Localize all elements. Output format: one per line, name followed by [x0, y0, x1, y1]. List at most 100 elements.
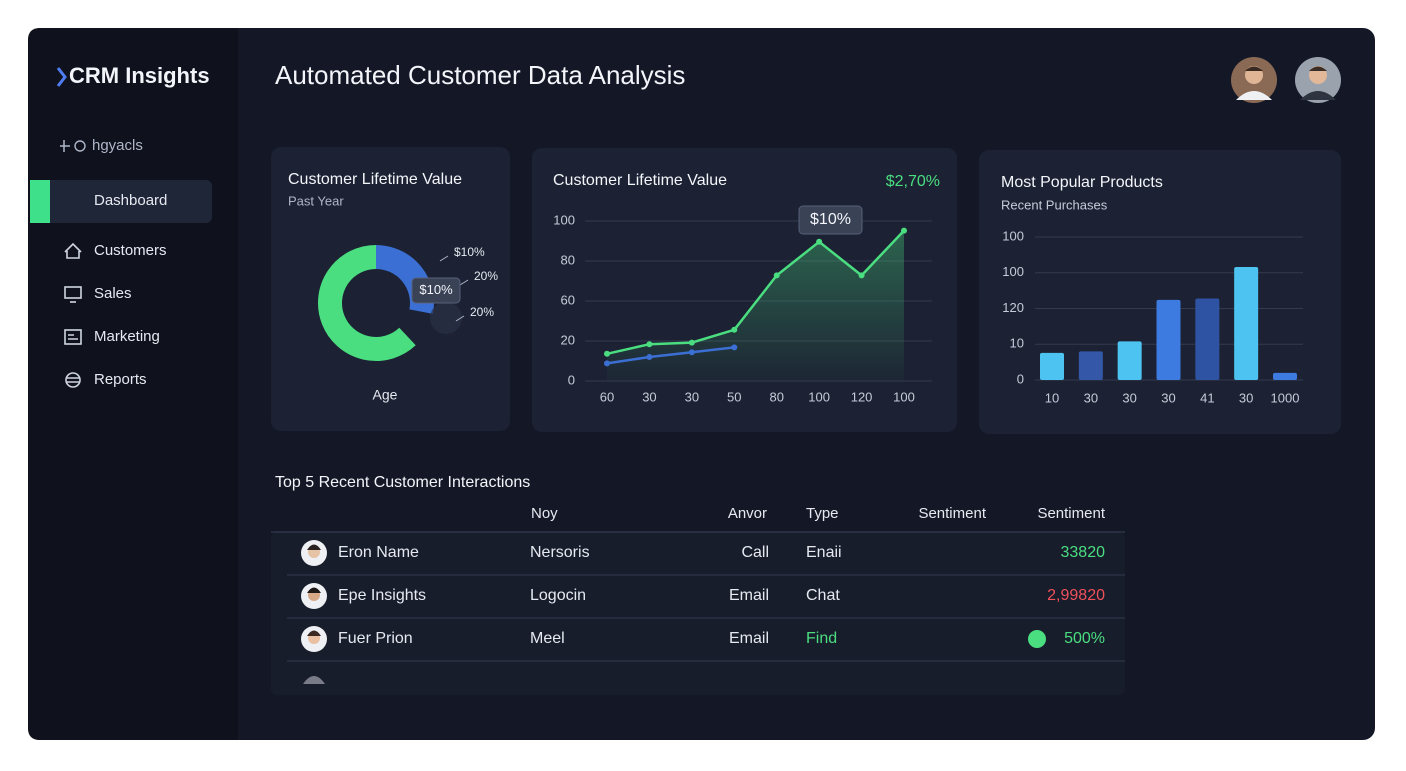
line [606, 229, 905, 356]
table-title: Top 5 Recent Customer Interactions [275, 474, 530, 491]
table-cell: Find [806, 630, 837, 647]
y-tick-label: 60 [561, 292, 575, 307]
y-tick-label: 0 [568, 372, 575, 387]
x-tick-label: 1000 [1271, 390, 1300, 405]
point [688, 339, 695, 346]
brand: CRM Insights [69, 63, 210, 88]
line [606, 346, 735, 365]
row-avatar-hair [307, 630, 321, 636]
table-header: Type [806, 505, 839, 522]
x-tick-label: 30 [1084, 390, 1098, 405]
bar [1040, 352, 1064, 380]
x-tick-label: 30 [1161, 390, 1175, 405]
y-tick-label: 100 [1002, 264, 1024, 279]
x-tick-label: 30 [1122, 390, 1136, 405]
annotation-leader [459, 279, 469, 286]
table-cell: Chat [806, 587, 840, 604]
table-cell: Logocin [530, 587, 586, 604]
x-tick-label: 30 [1239, 390, 1253, 405]
x-tick-label: 60 [600, 389, 614, 404]
tooltip-box [798, 205, 863, 235]
y-tick-label: 100 [553, 212, 575, 227]
page-title: Automated Customer Data Analysis [275, 60, 685, 90]
bar [1273, 372, 1297, 380]
nav-active-bar [30, 180, 50, 223]
cut-off-row [303, 676, 325, 684]
table-cell: 2,99820 [1047, 587, 1105, 604]
point [731, 326, 738, 333]
highlight-value: $2,70% [886, 173, 940, 190]
table-cell: Email [729, 587, 769, 604]
point [604, 360, 610, 367]
x-tick-label: 100 [808, 389, 830, 404]
nav-item: Marketing [94, 328, 160, 345]
row-avatar-hair [307, 544, 321, 550]
point [646, 341, 653, 348]
sentiment-dot [1028, 630, 1046, 648]
table-header: Anvor [728, 505, 767, 522]
x-tick-label: 10 [1045, 390, 1059, 405]
workspace-icon [74, 140, 86, 152]
card-subtitle: Past Year [288, 193, 344, 208]
donut-segment [318, 245, 416, 361]
x-tick-label: 80 [769, 389, 783, 404]
donut-glow [430, 302, 462, 334]
bar [1156, 299, 1181, 380]
bar [1117, 341, 1142, 380]
donut-label: Age [373, 387, 398, 403]
nav-item: Customers [94, 242, 167, 259]
brand-icon [56, 67, 67, 87]
donut-annotation: 20% [474, 269, 498, 283]
point [688, 349, 695, 356]
table-cell: Nersoris [530, 544, 590, 561]
bar [1234, 267, 1259, 380]
point [901, 227, 907, 234]
card-title: Most Popular Products [1001, 174, 1163, 191]
y-tick-label: 80 [561, 252, 575, 267]
workspace: hgyacls [92, 137, 143, 154]
table-cell: Email [729, 630, 769, 647]
y-tick-label: 100 [1002, 228, 1024, 243]
y-tick-label: 120 [1002, 300, 1024, 315]
annotation-leader [455, 315, 465, 322]
x-tick-label: 120 [851, 389, 873, 404]
table-header: Noy [531, 505, 558, 522]
x-tick-label: 41 [1200, 390, 1214, 405]
table-cell: Enaii [806, 544, 842, 561]
x-tick-label: 30 [685, 389, 699, 404]
row-avatar-hair [307, 587, 321, 593]
nav-item: Reports [94, 371, 147, 388]
card-subtitle: Recent Purchases [1001, 197, 1108, 212]
table-cell: 500% [1064, 630, 1105, 647]
donut-annotation: $10% [454, 245, 485, 259]
card [271, 147, 510, 431]
nav-item: Sales [94, 285, 132, 302]
nav-active-bg [30, 180, 212, 223]
table-cell: Eron Name [338, 544, 419, 561]
point [731, 344, 738, 351]
table-cell: Call [741, 544, 769, 561]
tooltip-text: $10% [419, 282, 453, 297]
table-body [271, 532, 1125, 695]
bar [1195, 298, 1220, 380]
x-tick-label: 30 [642, 389, 656, 404]
x-tick-label: 50 [727, 389, 741, 404]
tooltip-box [411, 277, 461, 304]
table-cell: Meel [530, 630, 565, 647]
table-cell: 33820 [1061, 544, 1106, 561]
y-tick-label: 20 [561, 332, 575, 347]
point [816, 238, 823, 245]
avatar [1231, 57, 1277, 103]
donut-annotation: 20% [470, 305, 494, 319]
card-title: Customer Lifetime Value [288, 171, 462, 188]
nav-item: Dashboard [94, 192, 167, 209]
avatar [1295, 57, 1341, 103]
point [858, 272, 865, 279]
table-header: Sentiment [918, 505, 986, 522]
bar [1078, 351, 1103, 380]
y-tick-label: 10 [1010, 336, 1024, 351]
point [773, 272, 780, 279]
y-tick-label: 0 [1017, 371, 1024, 386]
point [604, 350, 610, 357]
